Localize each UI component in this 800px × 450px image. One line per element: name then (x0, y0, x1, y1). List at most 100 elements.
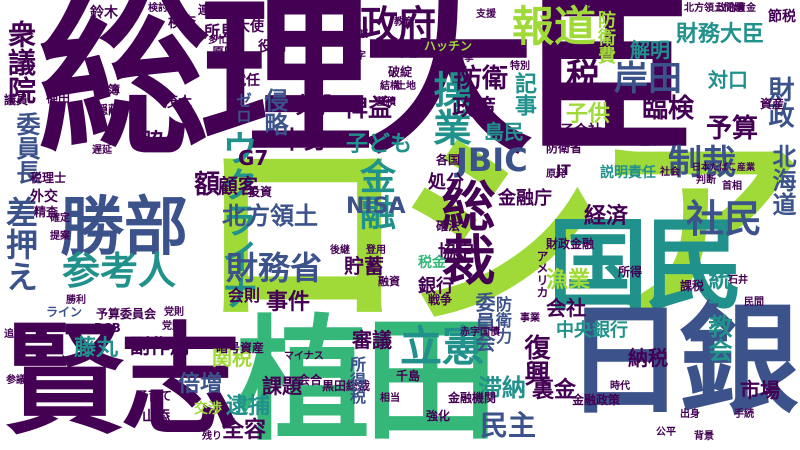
cloud-word: 岸田 (614, 59, 682, 99)
cloud-word: 解明 (630, 38, 670, 62)
cloud-word: 滞納 (478, 374, 526, 402)
cloud-word: 勝利 (66, 295, 86, 306)
cloud-word: 多忙 (208, 35, 228, 46)
cloud-word: 遅延 (92, 145, 112, 156)
cloud-word: 協定 (438, 242, 474, 263)
cloud-word: 漁業 (546, 268, 591, 293)
cloud-word: 説明責任 (600, 165, 656, 181)
cloud-word: 島民 (484, 120, 524, 144)
cloud-word: 臨検 (642, 94, 695, 124)
cloud-word: 金融機関 (448, 391, 497, 405)
cloud-word: 中央銀行 (556, 320, 628, 341)
cloud-word: 財政金融 (546, 237, 595, 251)
cloud-word: 委員長 (12, 112, 40, 184)
cloud-word: 藤丸 (74, 336, 119, 361)
cloud-word: JT (556, 163, 571, 179)
cloud-word: 納税 (628, 346, 668, 370)
cloud-word: ゼロ (233, 92, 252, 124)
cloud-word: 精査 (34, 205, 59, 219)
cloud-word: 総理大臣 (38, 0, 696, 178)
cloud-word: 党則 (162, 321, 182, 332)
cloud-word: 立憲 (400, 322, 485, 371)
cloud-word: 予算 (706, 114, 759, 144)
cloud-word: 役割 (258, 39, 286, 55)
cloud-word: 倍増 (178, 372, 223, 397)
cloud-word: 事業 (520, 313, 540, 324)
cloud-word: ライン (46, 305, 83, 319)
cloud-word: クロゴン (576, 3, 616, 14)
cloud-word: 経験 (310, 71, 330, 82)
cloud-word: マイナス (284, 351, 324, 362)
cloud-word: 国民 (548, 207, 744, 324)
cloud-word: 確定 (50, 213, 70, 224)
cloud-word: 投資 (248, 185, 273, 199)
cloud-word: 経済 (584, 204, 629, 229)
cloud-word: 防衛費 (595, 10, 616, 64)
cloud-word: 顧客 (218, 174, 258, 198)
cloud-word: 時代 (610, 381, 630, 392)
cloud-word: 金融政策 (572, 393, 621, 407)
cloud-word: NISA (346, 194, 406, 219)
cloud-word: 会社 (546, 296, 586, 320)
cloud-word: 市場 (740, 378, 780, 402)
cloud-word: 対口 (708, 68, 748, 92)
cloud-word: 判断 (696, 175, 716, 186)
cloud-word: 脇 (142, 130, 165, 155)
cloud-word: 残り (202, 431, 222, 442)
cloud-word: 原田 (212, 45, 237, 59)
cloud-word: 額 (194, 170, 221, 200)
cloud-word: 茂木 (164, 95, 192, 111)
cloud-word: 防衛省 (546, 141, 583, 155)
cloud-word: アメリカ (535, 250, 549, 298)
cloud-word: ロシア (196, 110, 800, 357)
cloud-word: 裏金 (532, 378, 577, 403)
cloud-word: 全容 (222, 418, 267, 443)
cloud-word: 税金 (418, 255, 446, 271)
cloud-word: 貯蓄 (344, 254, 384, 278)
cloud-word: 首相 (722, 181, 742, 192)
cloud-word: 名簿 (96, 83, 121, 97)
cloud-word: 課題 (262, 374, 302, 398)
cloud-word: 政策 (452, 96, 497, 121)
cloud-word: 検討 (148, 3, 168, 14)
cloud-word: 委員会 (472, 292, 496, 352)
cloud-word: 逮捕 (226, 394, 271, 419)
cloud-word: 銀行 (418, 276, 454, 297)
cloud-word: 支援 (476, 9, 496, 20)
cloud-word: 裨益 (344, 94, 392, 122)
cloud-word: 事件 (266, 290, 311, 315)
cloud-word: 政治資金 (716, 3, 756, 14)
cloud-word: 戦争 (428, 293, 453, 307)
cloud-word: 日本たばこ産業 (692, 163, 756, 173)
cloud-word: 報道 (512, 2, 597, 51)
cloud-word: 学者 (398, 49, 418, 60)
cloud-word: 特別 (510, 61, 530, 72)
cloud-word: 予算委員会 (96, 307, 157, 321)
cloud-word: 所見 (204, 22, 237, 41)
cloud-word: ウクライナ (216, 130, 257, 310)
cloud-word: 数字 (346, 51, 366, 62)
cloud-word: 政府 (360, 3, 437, 47)
cloud-word: 会合 (298, 373, 323, 387)
cloud-word: 社民 (686, 197, 763, 241)
cloud-word: 植田 (236, 303, 498, 450)
cloud-word: 防衛力 (493, 296, 512, 344)
cloud-word: 日銀 (565, 292, 799, 431)
cloud-word: 就任 (232, 73, 260, 89)
cloud-word: 子育て (136, 389, 173, 403)
cloud-word: 制裁 (668, 143, 736, 183)
cloud-word: 社会 (660, 167, 680, 178)
cloud-word: 神田 (46, 91, 71, 105)
cloud-word: 副作用 (130, 334, 190, 358)
cloud-word: 財務省 (226, 249, 323, 287)
cloud-word: 課税 (680, 279, 705, 293)
cloud-word: 民間 (744, 297, 764, 308)
cloud-word: 子ども (346, 132, 413, 157)
cloud-word: 北方領土 (222, 202, 318, 230)
cloud-word: 賢志 (4, 312, 240, 450)
cloud-word: 中身 (280, 126, 328, 154)
cloud-word: 強化 (426, 409, 451, 423)
cloud-word: 所得 (618, 265, 643, 279)
cloud-word: 攻撃 (290, 94, 335, 119)
